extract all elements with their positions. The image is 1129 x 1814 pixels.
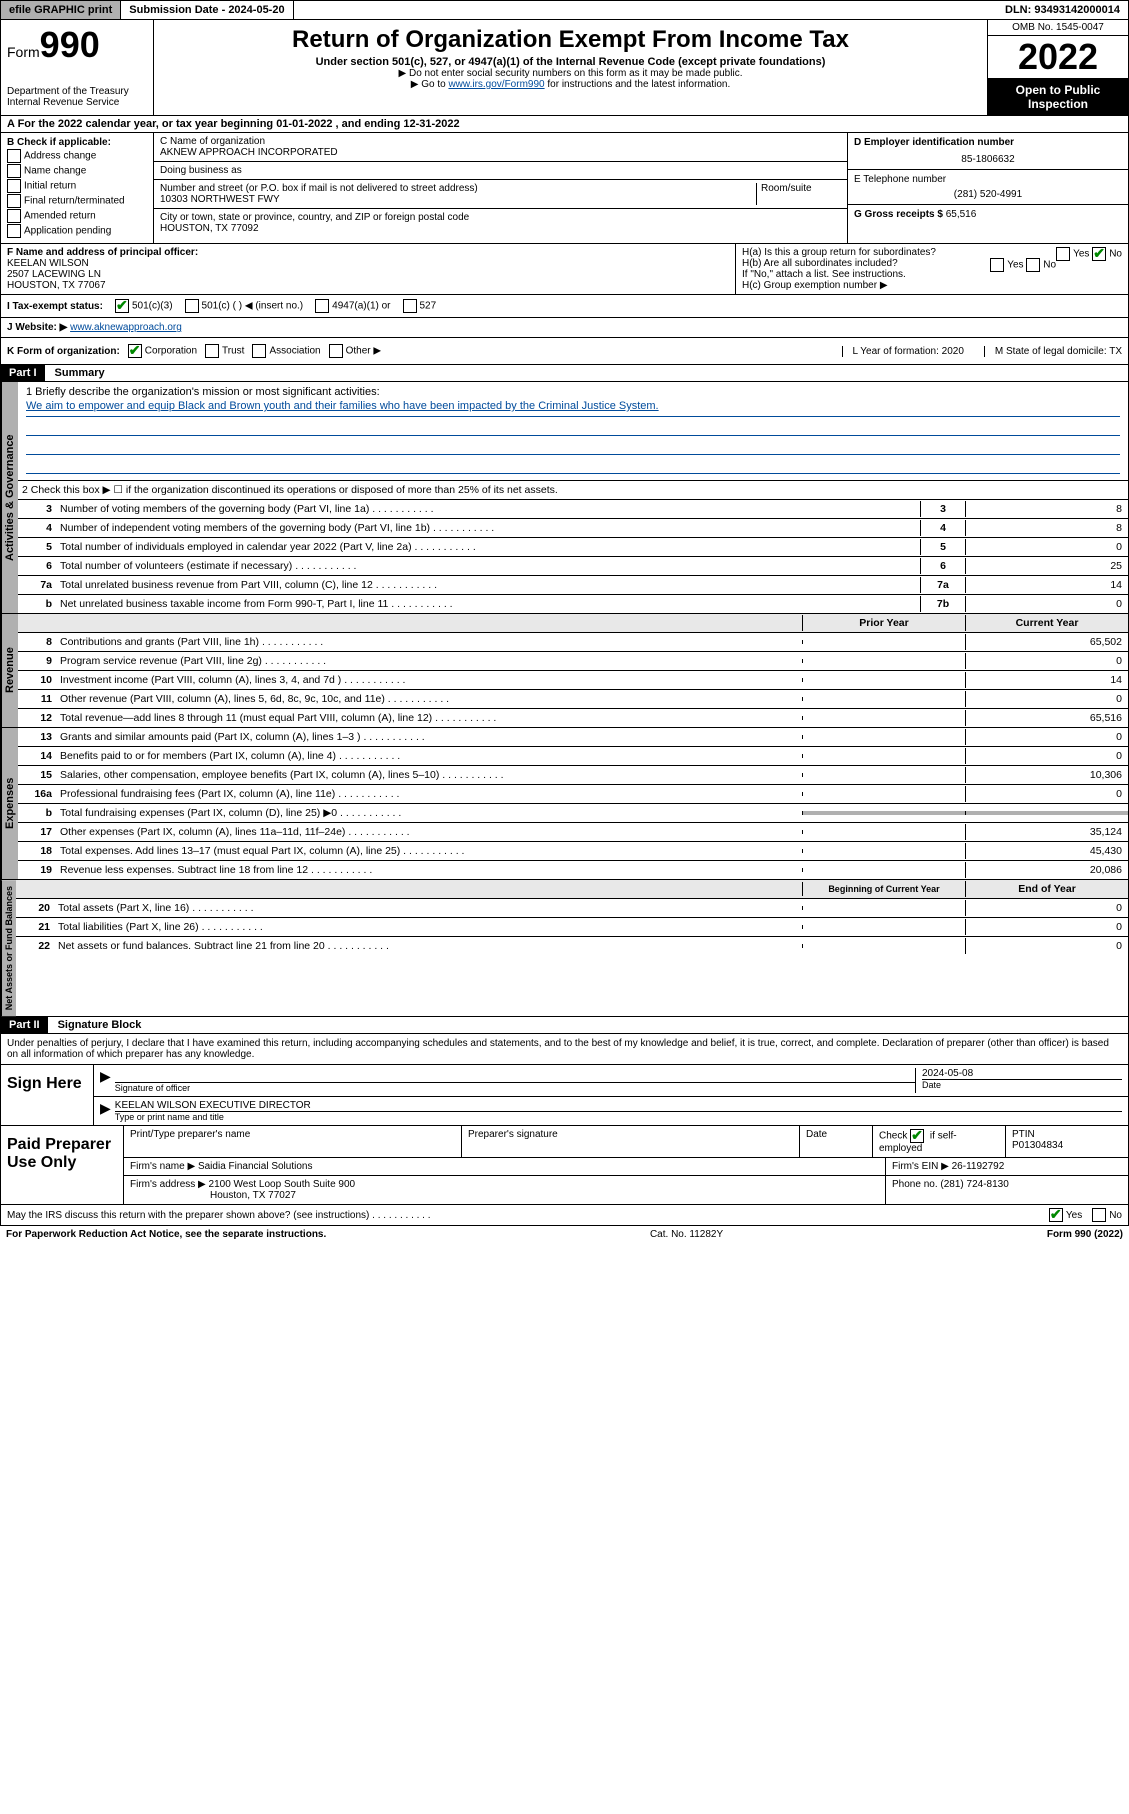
py-header: Prior Year [802,615,965,631]
ein-label: D Employer identification number [854,137,1122,148]
website-link[interactable]: www.aknewapproach.org [70,322,182,333]
expenses-grid: Expenses 13Grants and similar amounts pa… [0,728,1129,880]
row-k: K Form of organization: Corporation Trus… [0,338,1129,365]
city-value: HOUSTON, TX 77092 [160,223,841,234]
row-j: J Website: ▶ www.aknewapproach.org [0,318,1129,338]
form-ref: Form 990 (2022) [1047,1229,1123,1240]
sig-date: 2024-05-08 [922,1068,1122,1079]
tax-year: 2022 [988,36,1128,79]
phone-value: (281) 520-4991 [854,189,1122,200]
na-h1: Beginning of Current Year [802,882,965,896]
hc-row: H(c) Group exemption number ▶ [742,280,1122,291]
omb-number: OMB No. 1545-0047 [988,20,1128,36]
mission-label: 1 Briefly describe the organization's mi… [26,386,1120,398]
signature-block: Under penalties of perjury, I declare th… [0,1034,1129,1126]
gross-label: G Gross receipts $ [854,209,943,220]
dba-label: Doing business as [160,165,841,176]
name-label: Type or print name and title [115,1111,1122,1122]
chk-amended[interactable]: Amended return [7,209,147,223]
note-ssn: ▶ Do not enter social security numbers o… [160,68,981,79]
block-bcde: B Check if applicable: Address change Na… [0,133,1129,244]
preparer-label: Paid Preparer Use Only [1,1126,124,1204]
officer-sig-label: Signature of officer [115,1082,915,1093]
line2: 2 Check this box ▶ ☐ if the organization… [18,482,1128,498]
vtab-netassets: Net Assets or Fund Balances [1,880,16,1016]
date-label: Date [922,1079,1122,1090]
chk-address[interactable]: Address change [7,149,147,163]
year-formation: L Year of formation: 2020 [842,346,964,357]
dln: DLN: 93493142000014 [997,1,1128,19]
state-domicile: M State of legal domicile: TX [984,346,1122,357]
sign-here-label: Sign Here [1,1065,94,1125]
mission-text: We aim to empower and equip Black and Br… [26,400,1120,417]
form-subtitle: Under section 501(c), 527, or 4947(a)(1)… [160,56,981,68]
vtab-revenue: Revenue [1,614,18,727]
top-bar: efile GRAPHIC print Submission Date - 20… [0,0,1129,20]
col-b-label: B Check if applicable: [7,137,147,148]
officer-label: F Name and address of principal officer: [7,247,729,258]
prep-self: Check if self-employed [873,1126,1006,1157]
room-label: Room/suite [761,183,841,194]
page-footer: For Paperwork Reduction Act Notice, see … [0,1226,1129,1243]
pra-notice: For Paperwork Reduction Act Notice, see … [6,1229,326,1240]
section-a: A For the 2022 calendar year, or tax yea… [0,116,1129,133]
preparer-block: Paid Preparer Use Only Print/Type prepar… [0,1126,1129,1205]
vtab-expenses: Expenses [1,728,18,879]
officer-addr1: 2507 LACEWING LN [7,269,729,280]
form-title: Return of Organization Exempt From Incom… [160,26,981,54]
discuss-row: May the IRS discuss this return with the… [0,1205,1129,1226]
chk-final[interactable]: Final return/terminated [7,194,147,208]
col-b: B Check if applicable: Address change Na… [1,133,154,243]
row-i: I Tax-exempt status: 501(c)(3) 501(c) ( … [0,295,1129,318]
firm-phone-cell: Phone no. (281) 724-8130 [886,1176,1128,1204]
na-h2: End of Year [965,881,1128,897]
chk-initial[interactable]: Initial return [7,179,147,193]
cy-header: Current Year [965,615,1128,631]
phone-label: E Telephone number [854,174,1122,185]
form-header: Form990 Department of the Treasury Inter… [0,20,1129,116]
hb-note: If "No," attach a list. See instructions… [742,269,1122,280]
chk-name[interactable]: Name change [7,164,147,178]
arrow-icon: ▶ [100,1068,111,1093]
part1-header: Part I Summary [0,365,1129,382]
open-inspection: Open to Public Inspection [988,79,1128,115]
street-label: Number and street (or P.O. box if mail i… [160,183,756,194]
submission-date: Submission Date - 2024-05-20 [121,1,293,19]
col-c: C Name of organization AKNEW APPROACH IN… [154,133,848,243]
efile-label: efile GRAPHIC print [1,1,121,19]
vtab-governance: Activities & Governance [1,382,18,613]
governance-grid: Activities & Governance 1 Briefly descri… [0,382,1129,614]
org-name: AKNEW APPROACH INCORPORATED [160,147,841,158]
sig-declaration: Under penalties of perjury, I declare th… [1,1034,1128,1065]
prep-name-h: Print/Type preparer's name [124,1126,462,1157]
part2-header: Part II Signature Block [0,1017,1129,1034]
officer-typed-name: KEELAN WILSON EXECUTIVE DIRECTOR [115,1100,1122,1111]
name-label: C Name of organization [160,136,841,147]
cat-no: Cat. No. 11282Y [326,1229,1047,1240]
chk-pending[interactable]: Application pending [7,224,147,238]
irs-link[interactable]: www.irs.gov/Form990 [448,79,544,90]
officer-addr2: HOUSTON, TX 77067 [7,280,729,291]
block-fgh: F Name and address of principal officer:… [0,244,1129,295]
arrow-icon: ▶ [100,1100,111,1122]
firm-ein-cell: Firm's EIN ▶ 26-1192792 [886,1158,1128,1175]
prep-sig-h: Preparer's signature [462,1126,800,1157]
discuss-text: May the IRS discuss this return with the… [7,1210,1049,1221]
netassets-grid: Net Assets or Fund Balances Beginning of… [0,880,1129,1017]
revenue-grid: Revenue Prior Year Current Year 8Contrib… [0,614,1129,728]
officer-name: KEELAN WILSON [7,258,729,269]
gross-value: 65,516 [946,209,977,220]
note-link: ▶ Go to www.irs.gov/Form990 for instruct… [160,79,981,90]
col-de: D Employer identification number 85-1806… [848,133,1128,243]
firm-name-cell: Firm's name ▶ Saidia Financial Solutions [124,1158,886,1175]
street-value: 10303 NORTHWEST FWY [160,194,756,205]
firm-addr-cell: Firm's address ▶ 2100 West Loop South Su… [124,1176,886,1204]
ein-value: 85-1806632 [854,154,1122,165]
prep-date-h: Date [800,1126,873,1157]
dept-label: Department of the Treasury Internal Reve… [7,86,147,108]
ptin-cell: PTINP01304834 [1006,1126,1128,1157]
ha-row: H(a) Is this a group return for subordin… [742,247,1122,258]
form-number: Form990 [7,24,147,66]
city-label: City or town, state or province, country… [160,212,841,223]
